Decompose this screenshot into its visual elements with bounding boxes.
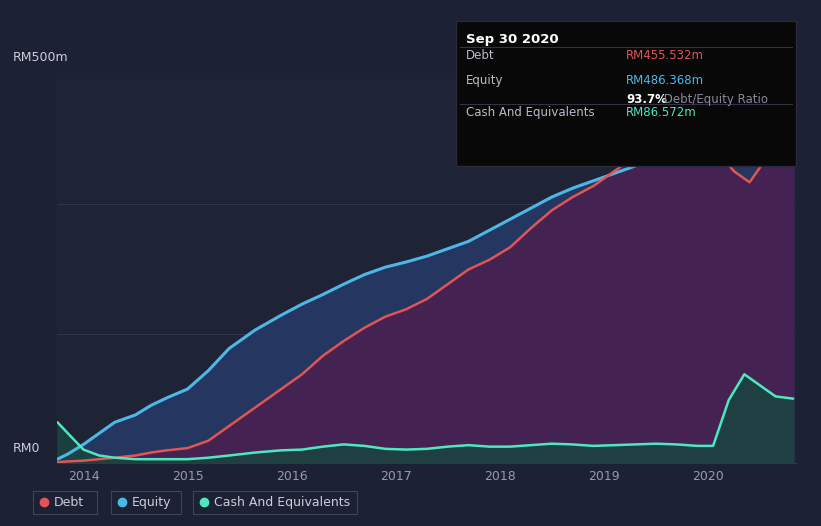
Text: Equity: Equity (132, 496, 172, 509)
Text: RM86.572m: RM86.572m (626, 106, 697, 119)
Text: Cash And Equivalents: Cash And Equivalents (214, 496, 351, 509)
Text: Debt: Debt (466, 49, 494, 63)
Text: Sep 30 2020: Sep 30 2020 (466, 33, 558, 46)
Text: RM486.368m: RM486.368m (626, 74, 704, 87)
Text: Debt/Equity Ratio: Debt/Equity Ratio (661, 93, 768, 106)
Text: Debt: Debt (54, 496, 85, 509)
Text: RM500m: RM500m (13, 50, 69, 64)
Text: 93.7%: 93.7% (626, 93, 667, 106)
Text: RM455.532m: RM455.532m (626, 49, 704, 63)
Text: Cash And Equivalents: Cash And Equivalents (466, 106, 594, 119)
Text: Equity: Equity (466, 74, 503, 87)
Text: RM0: RM0 (13, 442, 40, 455)
